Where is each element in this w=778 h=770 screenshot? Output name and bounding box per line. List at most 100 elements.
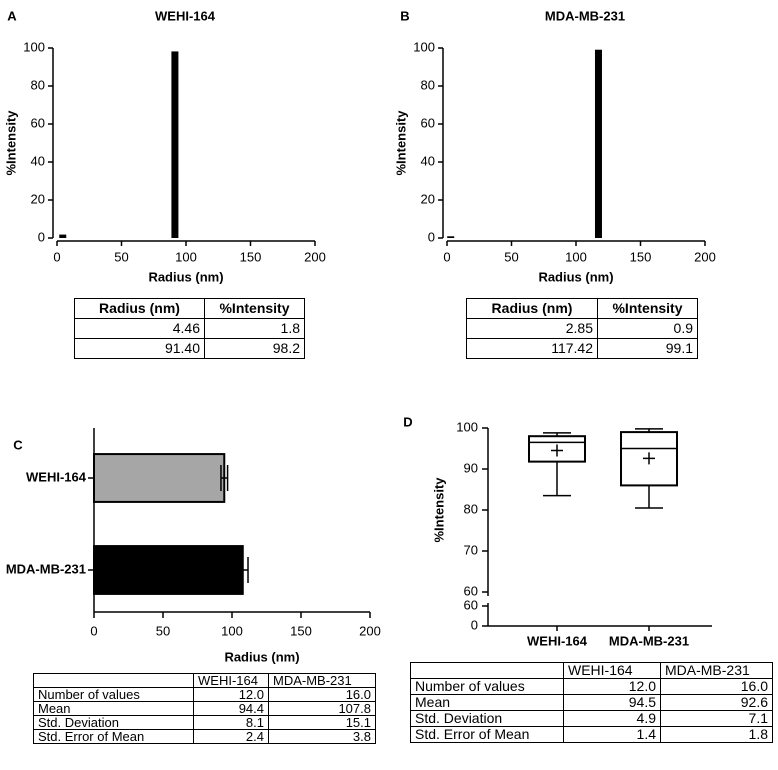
whisker xyxy=(543,432,571,497)
x-tick-label: 100 xyxy=(565,249,587,264)
table-cell: 107.8 xyxy=(268,701,376,716)
x-tick-label: 200 xyxy=(694,249,716,264)
y-tick-label: WEHI-164 xyxy=(26,469,87,484)
table-cell: 91.40 xyxy=(74,338,205,359)
table-header: Radius (nm) xyxy=(466,298,598,319)
row-label: Std. Error of Mean xyxy=(410,726,564,743)
row-label: Std. Error of Mean xyxy=(33,729,194,744)
table-cell: 4.9 xyxy=(563,710,661,727)
y-tick-label: 100 xyxy=(456,419,478,434)
x-tick-label: 50 xyxy=(114,249,128,264)
y-tick-label: MDA-MB-231 xyxy=(6,561,86,576)
y-tick-label: 90 xyxy=(464,460,478,475)
y-tick-label: 60 xyxy=(464,597,478,612)
y-tick-label: 0 xyxy=(428,229,435,244)
panel-letter: C xyxy=(13,437,23,452)
y-tick-label: 20 xyxy=(31,191,45,206)
mean-marker xyxy=(643,452,655,465)
x-tick-label: 200 xyxy=(359,623,381,638)
table-header: %Intensity xyxy=(597,298,698,319)
table-header: WEHI-164 xyxy=(193,673,269,688)
table-cell: 7.1 xyxy=(660,710,773,727)
y-axis-label: %Intensity xyxy=(393,110,408,176)
table-cell: 3.8 xyxy=(268,729,376,744)
y-tick-label: 40 xyxy=(421,153,435,168)
data-table: WEHI-164 MDA-MB-231 Number of values 12.0 16… xyxy=(33,673,376,744)
row-label: Std. Deviation xyxy=(33,715,194,730)
table-cell: 94.5 xyxy=(563,694,661,711)
x-tick-label: 0 xyxy=(443,249,450,264)
x-tick-label: 150 xyxy=(630,249,652,264)
y-tick-label: 60 xyxy=(464,583,478,598)
y-tick-label: 80 xyxy=(421,77,435,92)
whisker xyxy=(635,428,663,509)
table-cell: 12.0 xyxy=(563,678,661,695)
x-tick-label: 0 xyxy=(90,623,97,638)
y-tick-label: 0 xyxy=(471,617,478,632)
table-cell: 94.4 xyxy=(193,701,269,716)
x-tick-label: 100 xyxy=(175,249,197,264)
panel-letter: B xyxy=(400,8,409,23)
table-cell: 16.0 xyxy=(268,687,376,702)
table-header: MDA-MB-231 xyxy=(660,662,773,679)
x-tick-label: 0 xyxy=(53,249,60,264)
bar xyxy=(59,234,67,238)
table-cell: 117.42 xyxy=(466,338,598,359)
x-axis-label: Radius (nm) xyxy=(538,269,613,284)
error-bar xyxy=(236,557,249,583)
data-table: Radius (nm) %Intensity 2.85 0.9 117.42 99.1 xyxy=(466,298,698,359)
bar xyxy=(93,453,226,503)
table-cell: 98.2 xyxy=(204,338,305,359)
x-tick-label: WEHI-164 xyxy=(527,633,588,648)
table-cell: 8.1 xyxy=(193,715,269,730)
bar xyxy=(93,545,244,595)
y-tick-label: 100 xyxy=(413,39,435,54)
x-tick-label: 50 xyxy=(504,249,518,264)
table-corner xyxy=(33,673,194,688)
y-tick-label: 80 xyxy=(464,501,478,516)
table-cell: 16.0 xyxy=(660,678,773,695)
row-label: Number of values xyxy=(410,678,564,695)
table-cell: 0.9 xyxy=(597,318,698,339)
y-tick-label: 20 xyxy=(421,191,435,206)
x-tick-label: MDA-MB-231 xyxy=(609,633,689,648)
x-tick-label: 150 xyxy=(290,623,312,638)
y-tick-label: 70 xyxy=(464,542,478,557)
y-tick-label: 0 xyxy=(38,229,45,244)
row-label: Std. Deviation xyxy=(410,710,564,727)
table-cell: 2.4 xyxy=(193,729,269,744)
x-tick-label: 200 xyxy=(304,249,326,264)
chart-title: MDA-MB-231 xyxy=(545,8,625,23)
y-tick-label: 40 xyxy=(31,153,45,168)
table-cell: 12.0 xyxy=(193,687,269,702)
y-axis-label: %Intensity xyxy=(431,477,446,543)
x-axis-label: Radius (nm) xyxy=(224,649,299,664)
x-axis-label: Radius (nm) xyxy=(148,269,223,284)
bar xyxy=(447,236,455,238)
table-cell: 4.46 xyxy=(74,318,205,339)
mean-marker xyxy=(551,444,563,457)
y-axis-label: %Intensity xyxy=(3,110,18,176)
panel-letter: D xyxy=(403,414,412,429)
table-header: WEHI-164 xyxy=(563,662,661,679)
data-table: WEHI-164 MDA-MB-231 Number of values 12.0 16… xyxy=(410,662,773,743)
table-cell: 2.85 xyxy=(466,318,598,339)
table-corner xyxy=(410,662,564,679)
panel-letter: A xyxy=(7,8,17,23)
table-header: %Intensity xyxy=(204,298,305,319)
chart-title: WEHI-164 xyxy=(155,8,216,23)
table-cell: 15.1 xyxy=(268,715,376,730)
x-tick-label: 50 xyxy=(156,623,170,638)
row-label: Number of values xyxy=(33,687,194,702)
y-tick-label: 100 xyxy=(23,39,45,54)
row-label: Mean xyxy=(410,694,564,711)
table-cell: 99.1 xyxy=(597,338,698,359)
x-tick-label: 100 xyxy=(221,623,243,638)
bar xyxy=(171,51,179,238)
table-cell: 1.8 xyxy=(204,318,305,339)
table-cell: 92.6 xyxy=(660,694,773,711)
y-tick-label: 60 xyxy=(31,115,45,130)
table-header: Radius (nm) xyxy=(74,298,205,319)
y-tick-label: 80 xyxy=(31,77,45,92)
